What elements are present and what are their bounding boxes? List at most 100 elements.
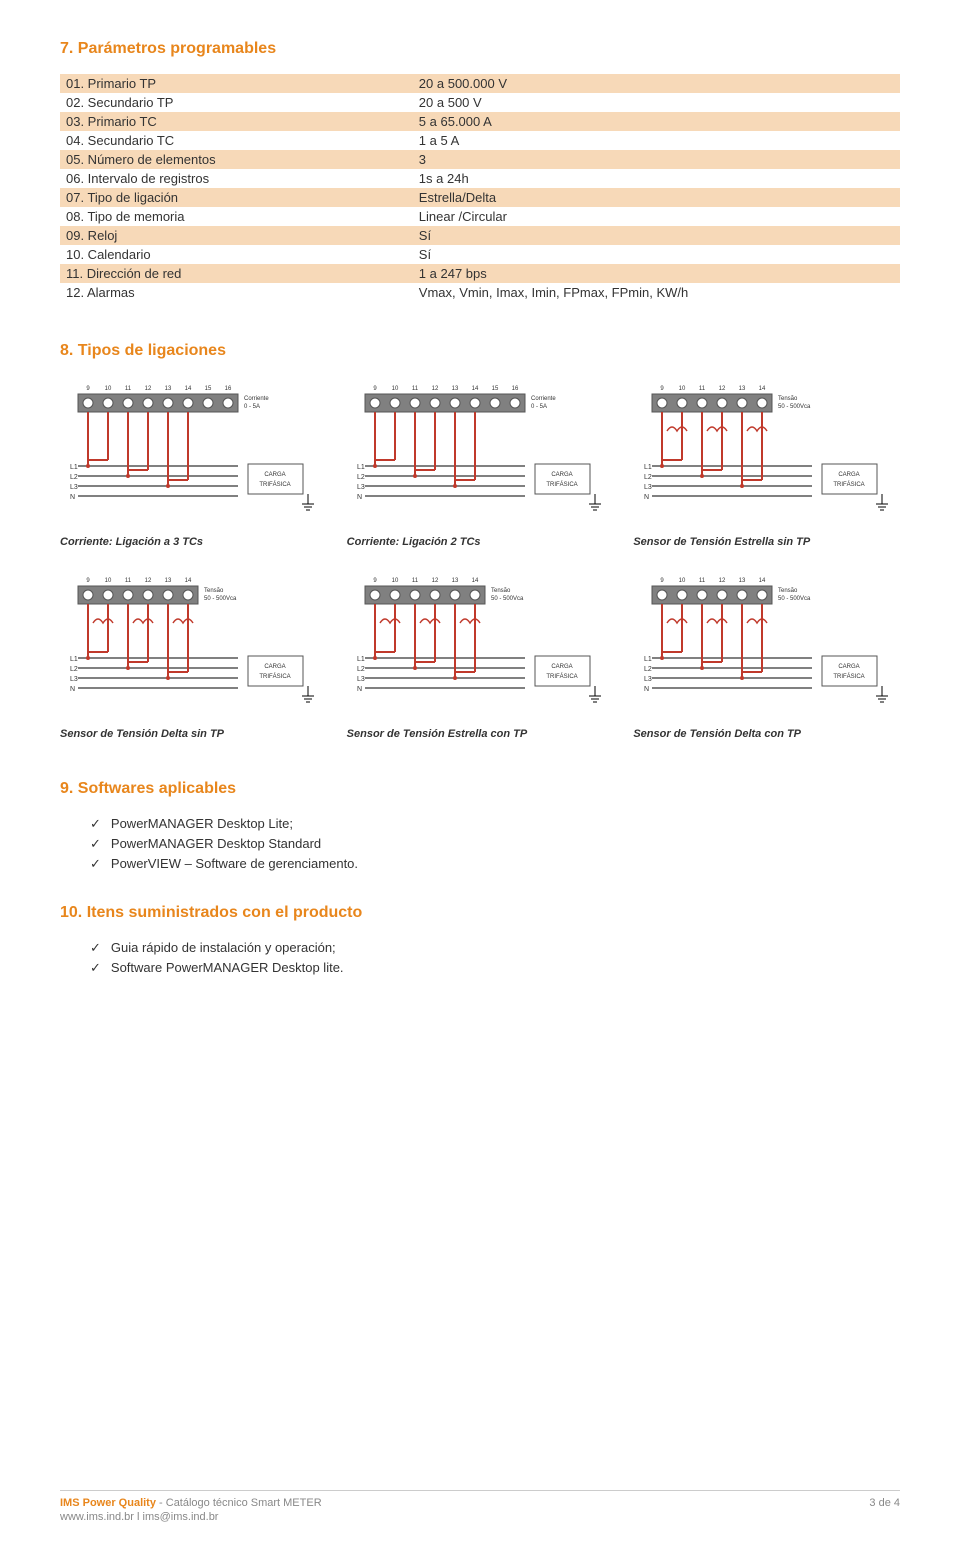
svg-text:13: 13 <box>738 386 745 392</box>
wiring-diagram-icon: 91011121314Tensão50 - 500VcaL1L2L3NCARGA… <box>642 376 892 526</box>
diagram-cell: 91011121314Tensão50 - 500VcaL1L2L3NCARGA… <box>633 376 900 548</box>
footer-brand: IMS Power Quality <box>60 1497 156 1509</box>
svg-text:L1: L1 <box>70 464 78 471</box>
svg-text:CARGA: CARGA <box>838 664 859 670</box>
table-row: 02. Secundario TP20 a 500 V <box>60 93 900 112</box>
param-value: Linear /Circular <box>413 207 900 226</box>
list-item: Software PowerMANAGER Desktop lite. <box>90 958 900 978</box>
svg-text:L1: L1 <box>70 656 78 663</box>
svg-text:9: 9 <box>373 578 377 584</box>
svg-text:Tensão: Tensão <box>778 588 798 594</box>
svg-text:11: 11 <box>125 386 132 392</box>
svg-text:Tensão: Tensão <box>204 588 224 594</box>
svg-text:L3: L3 <box>70 676 78 683</box>
svg-text:N: N <box>357 686 362 693</box>
svg-text:12: 12 <box>718 578 725 584</box>
param-value: Estrella/Delta <box>413 188 900 207</box>
list-item: Guia rápido de instalación y operación; <box>90 938 900 958</box>
items-list: Guia rápido de instalación y operación;S… <box>60 938 900 978</box>
svg-text:50 - 500Vca: 50 - 500Vca <box>204 596 237 602</box>
svg-text:13: 13 <box>738 578 745 584</box>
list-item: PowerMANAGER Desktop Lite; <box>90 814 900 834</box>
table-row: 12. AlarmasVmax, Vmin, Imax, Imin, FPmax… <box>60 283 900 302</box>
svg-text:Tensão: Tensão <box>491 588 511 594</box>
svg-text:L1: L1 <box>357 656 365 663</box>
svg-text:CARGA: CARGA <box>551 472 572 478</box>
svg-text:L2: L2 <box>357 666 365 673</box>
svg-text:9: 9 <box>87 386 91 392</box>
wiring-diagram-icon: 910111213141516Corriente0 - 5AL1L2L3NCAR… <box>68 376 318 526</box>
diagram-cell: 91011121314Tensão50 - 500VcaL1L2L3NCARGA… <box>633 568 900 740</box>
diagram-cell: 910111213141516Corriente0 - 5AL1L2L3NCAR… <box>60 376 327 548</box>
section9-heading: 9. Softwares aplicables <box>60 780 900 798</box>
table-row: 04. Secundario TC1 a 5 A <box>60 131 900 150</box>
table-row: 01. Primario TP20 a 500.000 V <box>60 74 900 93</box>
diagram-caption: Sensor de Tensión Delta con TP <box>633 728 900 740</box>
svg-text:11: 11 <box>412 386 419 392</box>
footer-contact: www.ims.ind.br l ims@ims.ind.br <box>60 1511 322 1523</box>
footer-title: - Catálogo técnico Smart METER <box>156 1497 322 1509</box>
svg-text:12: 12 <box>718 386 725 392</box>
svg-text:13: 13 <box>452 386 459 392</box>
diagram-row-1: 910111213141516Corriente0 - 5AL1L2L3NCAR… <box>60 376 900 548</box>
param-label: 08. Tipo de memoria <box>60 207 413 226</box>
svg-text:11: 11 <box>412 578 419 584</box>
footer-left: IMS Power Quality - Catálogo técnico Sma… <box>60 1497 322 1523</box>
list-item: PowerMANAGER Desktop Standard <box>90 834 900 854</box>
svg-text:TRIFÁSICA: TRIFÁSICA <box>260 481 291 488</box>
svg-text:12: 12 <box>432 578 439 584</box>
svg-text:10: 10 <box>678 386 685 392</box>
param-label: 01. Primario TP <box>60 74 413 93</box>
svg-text:L2: L2 <box>644 474 652 481</box>
svg-text:15: 15 <box>492 386 499 392</box>
diagram-cell: 910111213141516Corriente0 - 5AL1L2L3NCAR… <box>347 376 614 548</box>
svg-text:14: 14 <box>185 578 192 584</box>
svg-text:11: 11 <box>125 578 132 584</box>
wiring-diagram-icon: 91011121314Tensão50 - 500VcaL1L2L3NCARGA… <box>642 568 892 718</box>
svg-text:L1: L1 <box>644 656 652 663</box>
svg-text:CARGA: CARGA <box>551 664 572 670</box>
svg-text:9: 9 <box>373 386 377 392</box>
table-row: 10. CalendarioSí <box>60 245 900 264</box>
svg-text:Tensão: Tensão <box>778 396 798 402</box>
param-label: 09. Reloj <box>60 226 413 245</box>
wiring-diagram-icon: 91011121314Tensão50 - 500VcaL1L2L3NCARGA… <box>68 568 318 718</box>
svg-text:L3: L3 <box>357 676 365 683</box>
diagram-cell: 91011121314Tensão50 - 500VcaL1L2L3NCARGA… <box>347 568 614 740</box>
svg-text:TRIFÁSICA: TRIFÁSICA <box>833 673 864 680</box>
table-row: 03. Primario TC5 a 65.000 A <box>60 112 900 131</box>
svg-text:12: 12 <box>145 386 152 392</box>
param-value: 1 a 247 bps <box>413 264 900 283</box>
svg-text:14: 14 <box>472 386 479 392</box>
table-row: 11. Dirección de red1 a 247 bps <box>60 264 900 283</box>
param-value: 3 <box>413 150 900 169</box>
param-value: 1s a 24h <box>413 169 900 188</box>
svg-text:TRIFÁSICA: TRIFÁSICA <box>546 481 577 488</box>
software-list: PowerMANAGER Desktop Lite;PowerMANAGER D… <box>60 814 900 874</box>
table-row: 05. Número de elementos3 <box>60 150 900 169</box>
svg-text:10: 10 <box>392 578 399 584</box>
section10-heading: 10. Itens suministrados con el producto <box>60 904 900 922</box>
svg-text:10: 10 <box>105 578 112 584</box>
svg-text:L2: L2 <box>70 666 78 673</box>
diagram-caption: Sensor de Tensión Estrella con TP <box>347 728 614 740</box>
svg-text:16: 16 <box>225 386 232 392</box>
svg-text:12: 12 <box>145 578 152 584</box>
svg-text:L3: L3 <box>644 484 652 491</box>
svg-text:L3: L3 <box>70 484 78 491</box>
svg-text:L3: L3 <box>357 484 365 491</box>
svg-text:N: N <box>70 494 75 501</box>
param-label: 03. Primario TC <box>60 112 413 131</box>
svg-text:50 - 500Vca: 50 - 500Vca <box>778 596 811 602</box>
param-label: 07. Tipo de ligación <box>60 188 413 207</box>
svg-text:Corriente: Corriente <box>531 396 556 402</box>
svg-text:CARGA: CARGA <box>838 472 859 478</box>
svg-text:12: 12 <box>432 386 439 392</box>
table-row: 08. Tipo de memoriaLinear /Circular <box>60 207 900 226</box>
svg-text:15: 15 <box>205 386 212 392</box>
svg-text:10: 10 <box>105 386 112 392</box>
svg-text:L2: L2 <box>357 474 365 481</box>
svg-text:16: 16 <box>512 386 519 392</box>
svg-text:50 - 500Vca: 50 - 500Vca <box>491 596 524 602</box>
wiring-diagram-icon: 910111213141516Corriente0 - 5AL1L2L3NCAR… <box>355 376 605 526</box>
